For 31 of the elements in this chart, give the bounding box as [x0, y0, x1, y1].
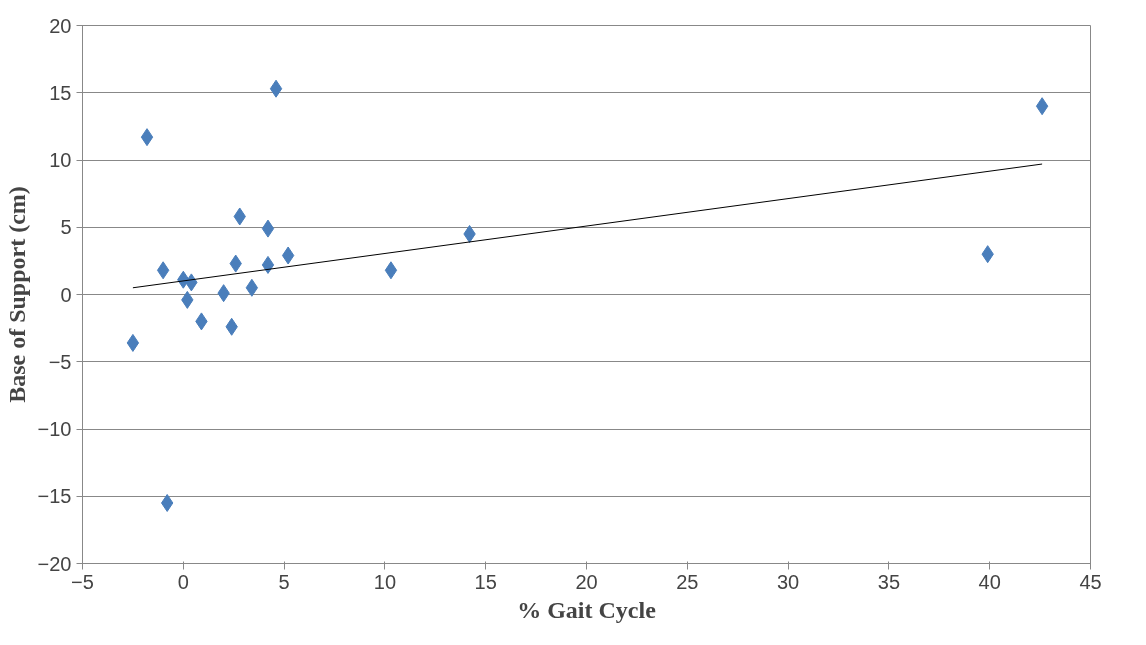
- y-tick-label: 20: [49, 14, 72, 37]
- y-tick-label: 5: [60, 216, 72, 239]
- x-tick-label: 30: [776, 570, 800, 593]
- point: [126, 333, 140, 352]
- x-tick-label: 15: [474, 570, 497, 593]
- x-tick-label: 0: [177, 570, 189, 593]
- point: [269, 79, 283, 98]
- y-tick-label: 10: [49, 149, 72, 171]
- x-tick-label: 35: [877, 570, 901, 593]
- x-tick-label: 45: [1079, 570, 1102, 593]
- x-axis-title: % Gait Cycle: [517, 596, 657, 623]
- x-tick-label: 20: [575, 570, 598, 593]
- point: [281, 246, 295, 265]
- y-tick-label: 0: [60, 283, 72, 306]
- y-tick-label: 15: [49, 81, 72, 104]
- point: [1035, 97, 1049, 116]
- point: [384, 261, 398, 280]
- y-tick-label: −10: [37, 418, 72, 440]
- x-tick-label: 25: [676, 570, 699, 593]
- y-tick-label: −15: [37, 485, 72, 508]
- point: [261, 255, 275, 274]
- x-tick-label: 5: [278, 570, 290, 593]
- y-axis-title: Base of Support (cm): [3, 186, 30, 403]
- point: [156, 261, 170, 280]
- x-tick-label: 10: [373, 570, 397, 593]
- point: [245, 278, 259, 297]
- x-tick-label: 40: [978, 570, 1001, 593]
- y-tick-label: −20: [37, 552, 72, 575]
- y-tick-label: −5: [48, 350, 72, 373]
- point: [261, 219, 275, 238]
- point: [140, 128, 154, 147]
